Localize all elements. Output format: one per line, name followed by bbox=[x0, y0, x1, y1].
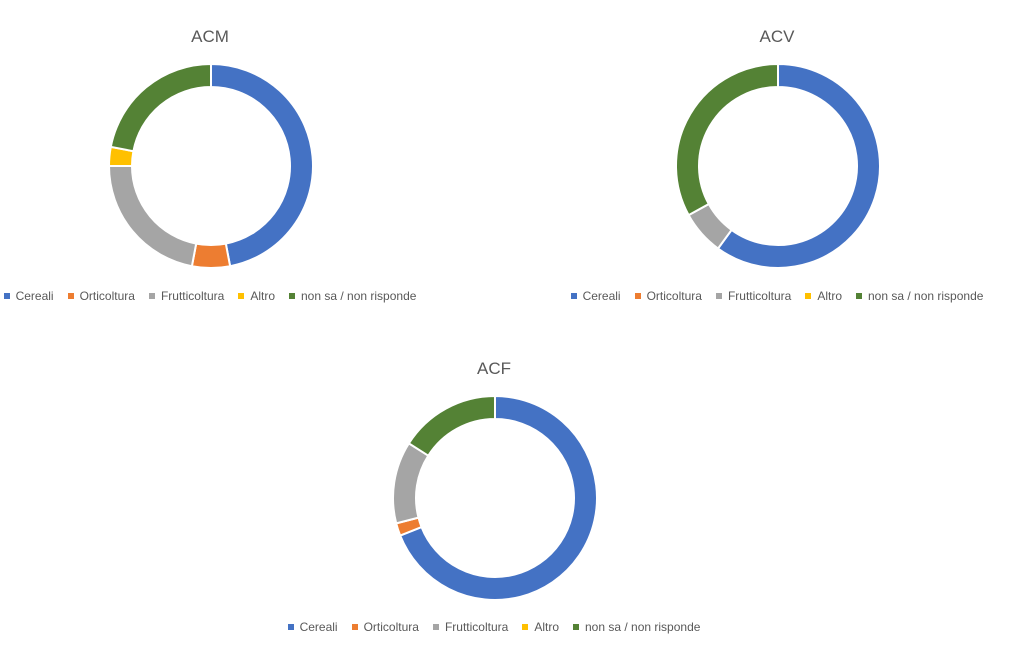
legend-item: Frutticoltura bbox=[432, 620, 509, 634]
legend-item: Altro bbox=[805, 289, 842, 303]
legend-label: Frutticoltura bbox=[727, 289, 792, 303]
chart-title: ACM bbox=[191, 27, 229, 46]
legend: Cereali Orticoltura Frutticoltura Altro non … bbox=[0, 289, 420, 303]
doughnut-acm bbox=[107, 62, 314, 269]
legend-item: Cereali bbox=[3, 289, 54, 303]
legend-label: non sa / non risponde bbox=[585, 620, 701, 634]
legend-swatch bbox=[805, 293, 812, 299]
slice-cereali bbox=[210, 62, 314, 268]
legend-item: non sa / non risponde bbox=[573, 620, 700, 634]
legend-label: Orticoltura bbox=[363, 620, 419, 634]
legend-label: non sa / non risponde bbox=[301, 289, 417, 303]
legend-item: Frutticoltura bbox=[148, 289, 225, 303]
legend-swatch bbox=[522, 624, 529, 630]
legend-item: Frutticoltura bbox=[715, 289, 792, 303]
legend-label: Frutticoltura bbox=[444, 620, 509, 634]
slice-non-sa-non-risponde bbox=[675, 62, 779, 217]
legend-label: non sa / non risponde bbox=[868, 289, 984, 303]
legend-item: Altro bbox=[522, 620, 559, 634]
legend-swatch bbox=[238, 293, 245, 299]
legend-swatch bbox=[67, 293, 74, 299]
chart-acf: ACF Cereali Orticoltura Frutticoltura Altro… bbox=[284, 354, 704, 644]
chart-title: ACV bbox=[759, 27, 795, 46]
legend-label: Altro bbox=[250, 289, 275, 303]
legend-label: Cereali bbox=[299, 620, 338, 634]
legend-swatch bbox=[351, 624, 358, 630]
legend-label: Cereali bbox=[582, 289, 621, 303]
doughnut-acv bbox=[675, 62, 881, 269]
legend-swatch bbox=[570, 293, 577, 299]
legend-item: Orticoltura bbox=[67, 289, 135, 303]
legend-item: Orticoltura bbox=[634, 289, 702, 303]
legend-label: Altro bbox=[817, 289, 842, 303]
legend-swatch bbox=[634, 293, 641, 299]
slice-frutticoltura bbox=[392, 441, 430, 525]
chart-acm: ACM Cereali Orticoltura Frutticoltura Altro… bbox=[0, 22, 420, 312]
legend-swatch bbox=[148, 293, 155, 299]
doughnut-acf bbox=[392, 394, 598, 601]
legend-swatch bbox=[287, 624, 294, 630]
legend-label: Orticoltura bbox=[79, 289, 135, 303]
legend-swatch bbox=[573, 624, 579, 630]
legend-item: Cereali bbox=[570, 289, 621, 303]
legend-item: Altro bbox=[238, 289, 275, 303]
legend-swatch bbox=[289, 293, 295, 299]
legend: Cereali Orticoltura Frutticoltura Altro non … bbox=[284, 620, 704, 634]
slice-non-sa-non-risponde bbox=[109, 62, 212, 153]
slice-frutticoltura bbox=[107, 165, 198, 268]
legend: Cereali Orticoltura Frutticoltura Altro non … bbox=[567, 289, 987, 303]
legend-swatch bbox=[3, 293, 10, 299]
slice-orticoltura bbox=[190, 242, 232, 269]
legend-label: Altro bbox=[534, 620, 559, 634]
legend-item: non sa / non risponde bbox=[289, 289, 416, 303]
slice-cereali bbox=[716, 62, 881, 269]
legend-item: Cereali bbox=[287, 620, 338, 634]
legend-label: Frutticoltura bbox=[160, 289, 225, 303]
legend-swatch bbox=[715, 293, 722, 299]
chart-title: ACF bbox=[477, 359, 511, 378]
chart-acv: ACV Cereali Orticoltura Frutticoltura Altro… bbox=[567, 22, 987, 312]
legend-swatch bbox=[432, 624, 439, 630]
legend-item: Orticoltura bbox=[351, 620, 419, 634]
legend-swatch bbox=[856, 293, 862, 299]
slice-cereali bbox=[398, 394, 598, 601]
legend-item: non sa / non risponde bbox=[856, 289, 983, 303]
legend-label: Cereali bbox=[15, 289, 54, 303]
legend-label: Orticoltura bbox=[646, 289, 702, 303]
slice-non-sa-non-risponde bbox=[407, 394, 496, 458]
